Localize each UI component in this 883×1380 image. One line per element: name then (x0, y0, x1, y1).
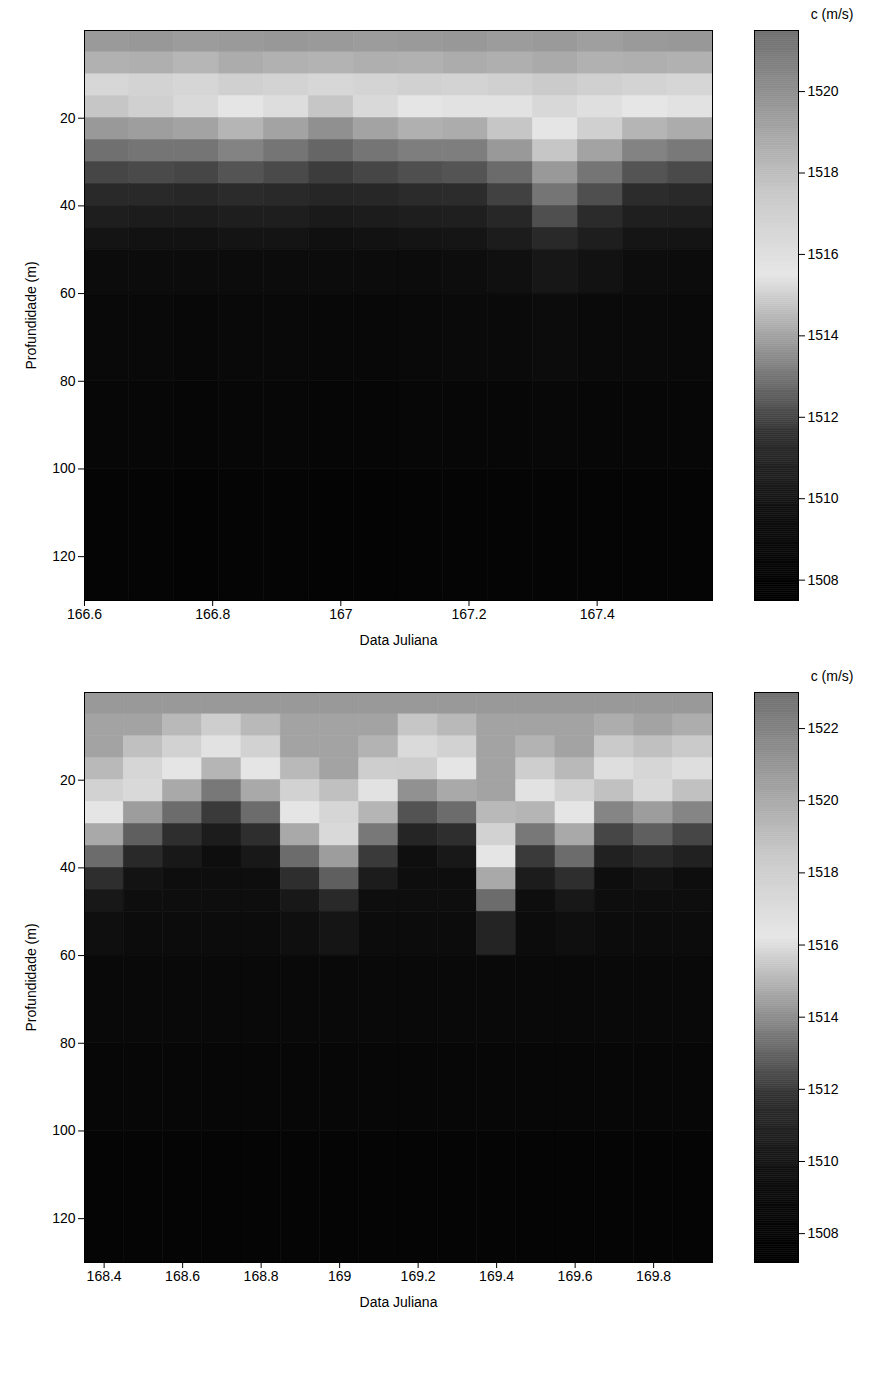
svg-text:Data Juliana: Data Juliana (360, 1294, 438, 1310)
svg-text:c (m/s): c (m/s) (811, 6, 854, 22)
svg-text:1518: 1518 (808, 864, 839, 880)
svg-text:Profundidade (m): Profundidade (m) (23, 923, 39, 1031)
svg-text:167.2: 167.2 (451, 606, 486, 622)
svg-text:169: 169 (328, 1268, 352, 1284)
svg-text:169.8: 169.8 (636, 1268, 671, 1284)
svg-text:1512: 1512 (808, 1081, 839, 1097)
svg-text:60: 60 (60, 947, 76, 963)
svg-text:167.4: 167.4 (580, 606, 615, 622)
svg-text:80: 80 (60, 373, 76, 389)
svg-text:1514: 1514 (808, 327, 839, 343)
svg-text:1520: 1520 (808, 792, 839, 808)
svg-text:1508: 1508 (808, 572, 839, 588)
svg-text:40: 40 (60, 859, 76, 875)
svg-text:1516: 1516 (808, 246, 839, 262)
svg-text:80: 80 (60, 1035, 76, 1051)
svg-text:100: 100 (52, 1122, 76, 1138)
svg-text:167: 167 (329, 606, 353, 622)
svg-text:Data Juliana: Data Juliana (360, 632, 438, 648)
svg-text:1510: 1510 (808, 1153, 839, 1169)
svg-text:120: 120 (52, 1210, 76, 1226)
svg-text:1522: 1522 (808, 720, 839, 736)
svg-text:168.6: 168.6 (165, 1268, 200, 1284)
svg-text:Profundidade (m): Profundidade (m) (23, 261, 39, 369)
svg-text:169.2: 169.2 (401, 1268, 436, 1284)
svg-text:169.4: 169.4 (479, 1268, 514, 1284)
svg-text:1510: 1510 (808, 490, 839, 506)
svg-text:166.6: 166.6 (67, 606, 102, 622)
svg-text:c (m/s): c (m/s) (811, 668, 854, 684)
svg-text:40: 40 (60, 197, 76, 213)
svg-text:120: 120 (52, 548, 76, 564)
svg-text:169.6: 169.6 (558, 1268, 593, 1284)
svg-text:166.8: 166.8 (195, 606, 230, 622)
svg-text:1520: 1520 (808, 83, 839, 99)
svg-text:168.4: 168.4 (87, 1268, 122, 1284)
svg-text:1516: 1516 (808, 937, 839, 953)
svg-text:100: 100 (52, 460, 76, 476)
svg-text:1518: 1518 (808, 164, 839, 180)
svg-text:1514: 1514 (808, 1009, 839, 1025)
svg-text:1512: 1512 (808, 409, 839, 425)
svg-text:60: 60 (60, 285, 76, 301)
svg-text:20: 20 (60, 772, 76, 788)
svg-text:168.8: 168.8 (244, 1268, 279, 1284)
svg-text:1508: 1508 (808, 1225, 839, 1241)
svg-text:20: 20 (60, 110, 76, 126)
